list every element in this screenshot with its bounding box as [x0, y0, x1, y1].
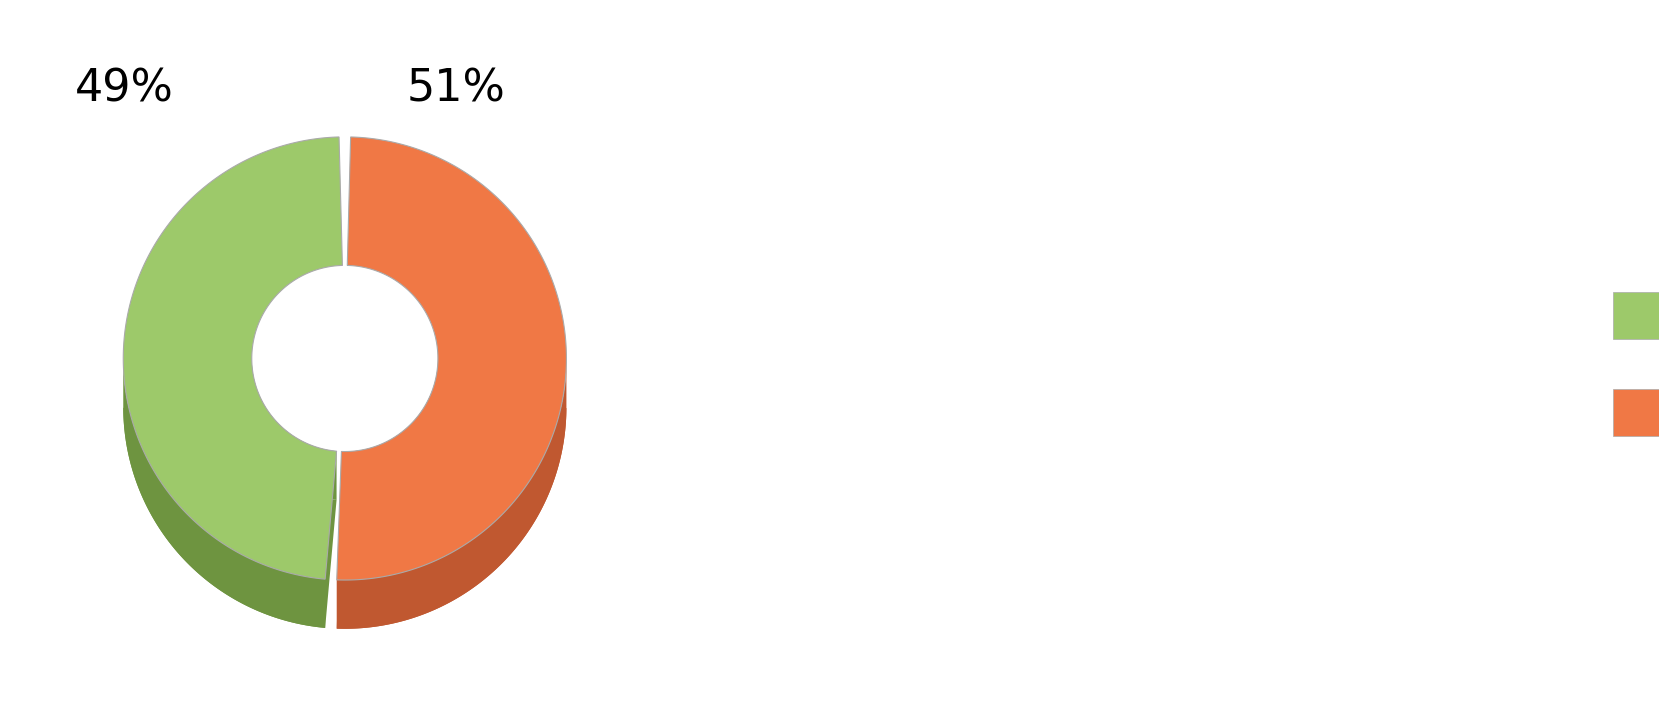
Legend: Renewable, Non-renewable: Renewable, Non-renewable: [1599, 278, 1659, 450]
Polygon shape: [123, 137, 342, 579]
Text: 49%: 49%: [75, 67, 174, 110]
Polygon shape: [337, 408, 566, 629]
Polygon shape: [123, 359, 325, 628]
Polygon shape: [337, 137, 566, 580]
Text: 51%: 51%: [406, 67, 506, 110]
Polygon shape: [342, 359, 438, 500]
Polygon shape: [123, 408, 337, 628]
Polygon shape: [252, 359, 337, 500]
Polygon shape: [337, 360, 566, 629]
